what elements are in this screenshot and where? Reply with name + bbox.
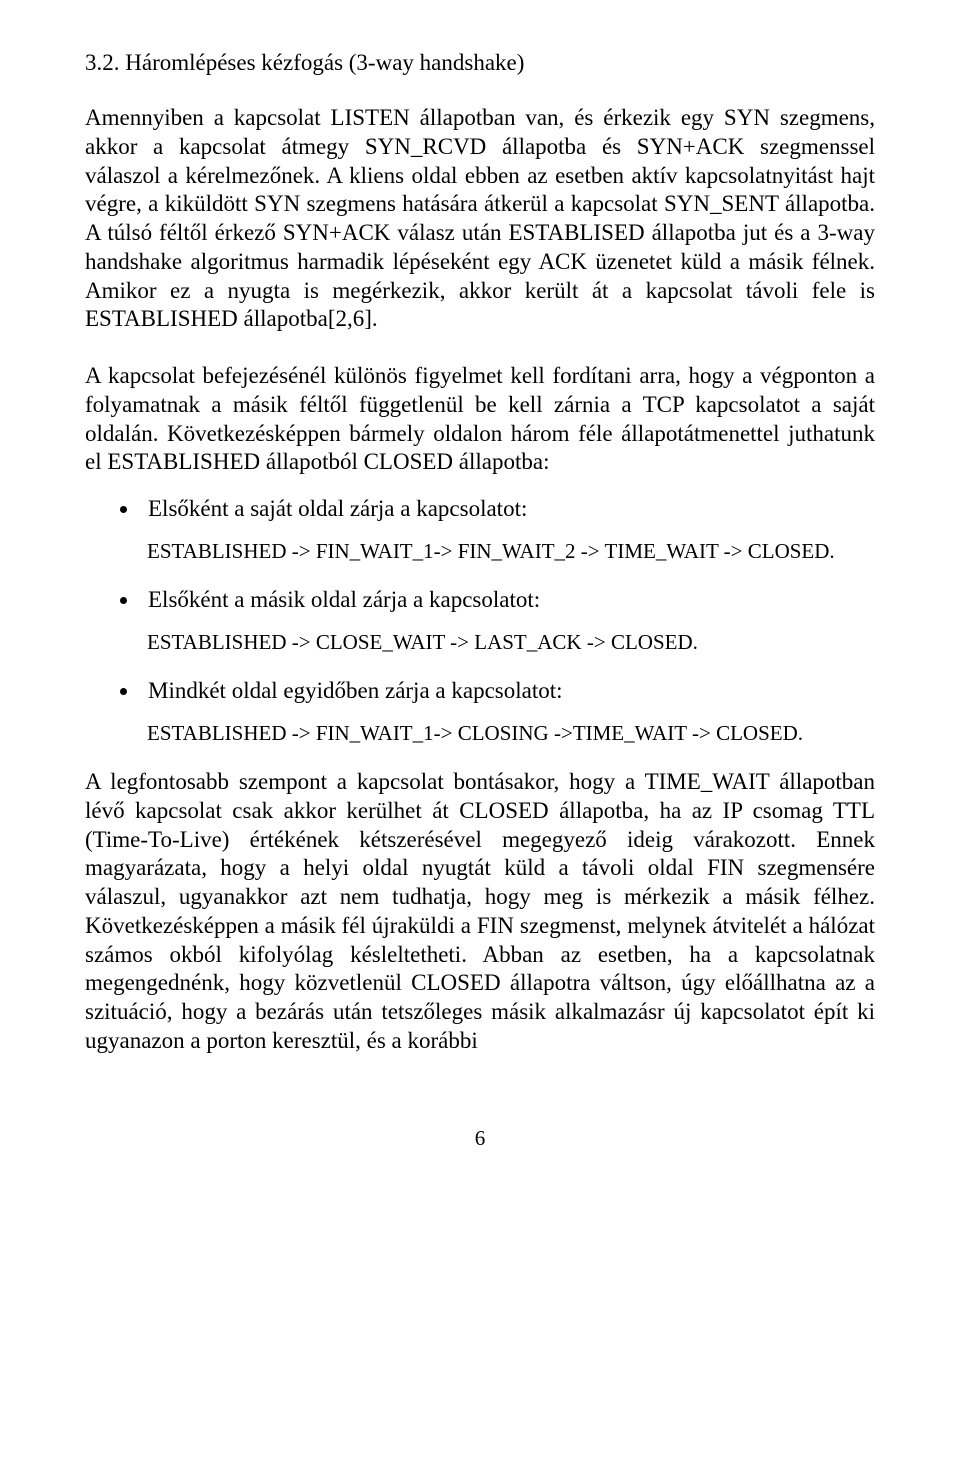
paragraph-1: Amennyiben a kapcsolat LISTEN állapotban… xyxy=(85,104,875,334)
close-transitions-list: Elsőként a saját oldal zárja a kapcsolat… xyxy=(85,495,875,524)
state-sequence: ESTABLISHED -> CLOSE_WAIT -> LAST_ACK ->… xyxy=(147,629,875,655)
section-number: 3.2. xyxy=(85,50,120,75)
state-sequence: ESTABLISHED -> FIN_WAIT_1-> CLOSING ->TI… xyxy=(147,720,875,746)
list-item: Mindkét oldal egyidőben zárja a kapcsola… xyxy=(140,677,875,706)
paragraph-2: A kapcsolat befejezésénél különös figyel… xyxy=(85,362,875,477)
list-item: Elsőként a másik oldal zárja a kapcsolat… xyxy=(140,586,875,615)
section-heading: 3.2. Háromlépéses kézfogás (3-way handsh… xyxy=(85,50,875,76)
document-page: 3.2. Háromlépéses kézfogás (3-way handsh… xyxy=(0,0,960,1191)
close-transitions-list: Mindkét oldal egyidőben zárja a kapcsola… xyxy=(85,677,875,706)
state-sequence: ESTABLISHED -> FIN_WAIT_1-> FIN_WAIT_2 -… xyxy=(147,538,875,564)
close-transitions-list: Elsőként a másik oldal zárja a kapcsolat… xyxy=(85,586,875,615)
paragraph-3: A legfontosabb szempont a kapcsolat bont… xyxy=(85,768,875,1056)
section-title-text: Háromlépéses kézfogás (3-way handshake) xyxy=(125,50,524,75)
list-item: Elsőként a saját oldal zárja a kapcsolat… xyxy=(140,495,875,524)
list-item-label: Elsőként a saját oldal zárja a kapcsolat… xyxy=(148,496,527,521)
list-item-label: Mindkét oldal egyidőben zárja a kapcsola… xyxy=(148,678,563,703)
list-item-label: Elsőként a másik oldal zárja a kapcsolat… xyxy=(148,587,540,612)
page-number: 6 xyxy=(85,1126,875,1151)
